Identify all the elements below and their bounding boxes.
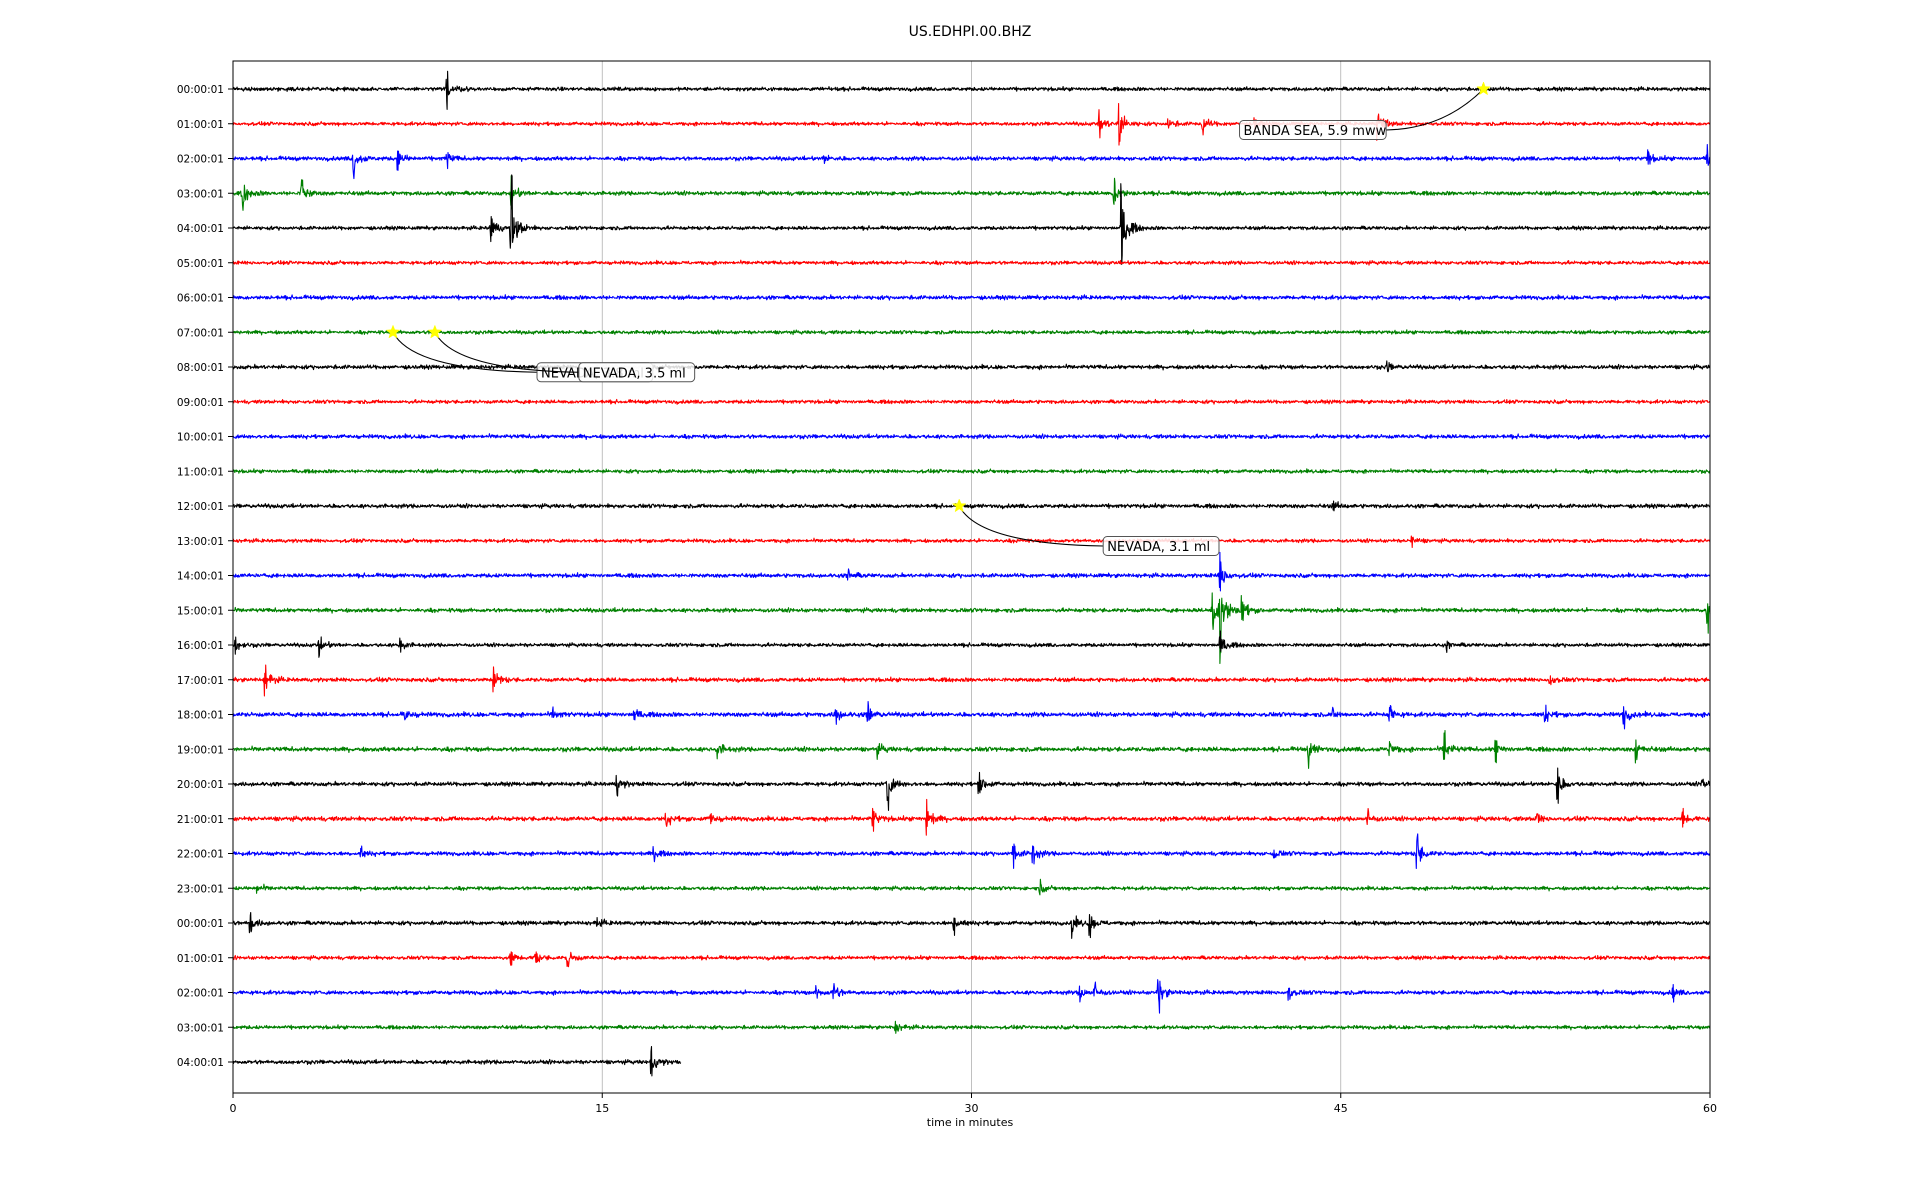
row-label-12: 12:00:01 (177, 501, 224, 513)
trace-row-21 (232, 798, 1711, 836)
trace-row-0 (232, 70, 1711, 110)
event-connector-0 (1386, 88, 1484, 131)
trace-row-13 (232, 535, 1711, 549)
x-tick-label-3: 45 (1334, 1102, 1348, 1115)
trace-row-17 (232, 664, 1711, 697)
x-axis-label: time in minutes (927, 1116, 1014, 1129)
row-label-8: 08:00:01 (177, 362, 224, 374)
row-label-1: 01:00:01 (177, 119, 224, 131)
row-label-3: 03:00:01 (177, 188, 224, 200)
row-label-19: 19:00:01 (177, 744, 224, 756)
row-label-21: 21:00:01 (177, 814, 224, 826)
trace-row-20 (232, 767, 1711, 811)
event-star-marker-0 (1476, 81, 1491, 96)
trace-row-16 (232, 630, 1711, 658)
x-tick-label-4: 60 (1703, 1102, 1717, 1115)
row-label-20: 20:00:01 (177, 779, 224, 791)
row-label-9: 09:00:01 (177, 397, 224, 409)
row-label-7: 07:00:01 (177, 327, 224, 339)
trace-row-12 (232, 500, 1711, 512)
event-label-0: BANDA SEA, 5.9 mww (1244, 124, 1387, 139)
event-label-3: NEVADA, 3.1 ml (1107, 540, 1210, 555)
row-label-27: 03:00:01 (177, 1022, 224, 1034)
row-label-5: 05:00:01 (177, 258, 224, 270)
row-label-11: 11:00:01 (177, 466, 224, 478)
row-label-14: 14:00:01 (177, 571, 224, 583)
trace-row-14 (232, 551, 1711, 592)
trace-layer (232, 70, 1711, 1077)
row-label-4: 04:00:01 (177, 223, 224, 235)
trace-row-10 (232, 433, 1711, 440)
row-label-16: 16:00:01 (177, 640, 224, 652)
trace-row-2 (232, 143, 1711, 180)
event-annotation-2: NEVADA, 3.5 ml (427, 324, 696, 383)
event-annotation-3: NEVADA, 3.1 ml (951, 498, 1220, 556)
trace-row-19 (232, 730, 1711, 769)
trace-row-9 (232, 398, 1711, 405)
trace-row-22 (232, 833, 1711, 870)
row-label-layer: 00:00:01 01:00:01 02:00:01 03:00:01 04:00:01… (177, 84, 233, 1069)
trace-row-26 (232, 979, 1711, 1014)
chart-title: US.EDHPI.00.BHZ (909, 24, 1032, 40)
trace-row-6 (232, 294, 1711, 301)
row-label-23: 23:00:01 (177, 883, 224, 895)
row-label-2: 02:00:01 (177, 154, 224, 166)
trace-row-7 (232, 329, 1711, 336)
event-star-marker-3 (951, 498, 967, 513)
row-label-15: 15:00:01 (177, 605, 224, 617)
row-label-17: 17:00:01 (177, 675, 224, 687)
trace-row-15 (232, 592, 1711, 665)
event-star-marker-2 (427, 324, 443, 339)
row-label-26: 02:00:01 (177, 988, 224, 1000)
row-label-18: 18:00:01 (177, 710, 224, 722)
trace-row-3 (232, 175, 1711, 211)
x-tick-label-2: 30 (965, 1102, 979, 1115)
row-label-0: 00:00:01 (177, 84, 224, 96)
row-label-24: 00:00:01 (177, 918, 224, 930)
event-label-box-3 (1102, 536, 1220, 556)
event-label-box-2 (578, 362, 696, 383)
x-tick-label-1: 15 (595, 1102, 609, 1115)
event-label-box-0 (1239, 120, 1387, 140)
event-annotation-0: BANDA SEA, 5.9 mww (1239, 81, 1491, 140)
row-label-22: 22:00:01 (177, 849, 224, 861)
row-label-6: 06:00:01 (177, 293, 224, 305)
trace-row-27 (232, 1020, 1711, 1034)
trace-row-8 (232, 360, 1711, 373)
trace-row-24 (232, 911, 1711, 939)
trace-row-18 (232, 701, 1711, 730)
event-connector-2 (434, 331, 579, 373)
event-star-marker-1 (385, 324, 401, 339)
event-connector-3 (958, 505, 1104, 547)
row-label-25: 01:00:01 (177, 953, 224, 965)
row-label-13: 13:00:01 (177, 536, 224, 548)
trace-row-4 (232, 174, 1711, 265)
event-connector-1 (392, 331, 538, 373)
trace-row-25 (232, 951, 1711, 968)
trace-row-5 (232, 259, 1711, 266)
trace-row-11 (232, 468, 1711, 475)
x-tick-layer: 0 15 30 45 60 (230, 1093, 1717, 1115)
trace-row-23 (232, 878, 1711, 896)
trace-row-28 (232, 1045, 682, 1077)
event-label-2: NEVADA, 3.5 ml (583, 366, 686, 381)
row-label-28: 04:00:01 (177, 1057, 224, 1069)
row-label-10: 10:00:01 (177, 432, 224, 444)
trace-row-1 (232, 102, 1711, 146)
x-tick-label-0: 0 (230, 1102, 237, 1115)
